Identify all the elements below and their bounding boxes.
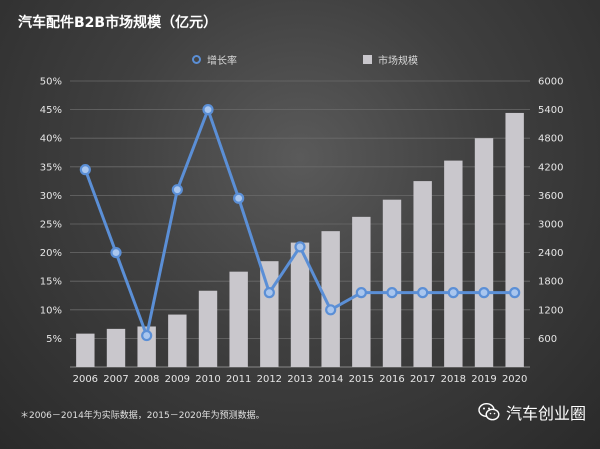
y-left-tick-label: 50%: [40, 77, 62, 88]
point-growth-rate: [233, 192, 245, 204]
x-tick-label: 2018: [441, 374, 466, 385]
watermark-text: 汽车创业圈: [505, 404, 586, 423]
bar-market-size: [168, 314, 187, 367]
y-right-tick-label: 600: [538, 334, 557, 345]
watermark: 汽车创业圈: [478, 400, 586, 424]
y-right-tick-label: 5400: [538, 105, 563, 116]
point-growth-rate: [325, 304, 337, 316]
y-left-tick-label: 5%: [46, 334, 62, 345]
chart-title: 汽车配件B2B市场规模（亿元）: [18, 15, 218, 31]
y-right-tick-label: 3000: [538, 220, 563, 231]
legend-label-market-size: 市场规模: [378, 56, 418, 67]
y-right-tick-label: 4800: [538, 134, 563, 145]
y-left-tick-label: 25%: [40, 220, 62, 231]
y-left-tick-label: 30%: [40, 191, 62, 202]
y-left-tick-label: 35%: [40, 162, 62, 173]
point-growth-rate: [386, 287, 398, 299]
footnote: ＊2006－2014年为实际数据，2015－2020年为预测数据。: [20, 411, 265, 421]
point-growth-rate: [141, 329, 153, 342]
x-tick-label: 2011: [226, 374, 251, 385]
y-left-tick-label: 45%: [40, 105, 62, 116]
x-tick-label: 2012: [257, 374, 282, 385]
bar-market-size: [444, 160, 463, 367]
legend-bar-marker-icon: [363, 55, 372, 64]
legend-line-marker-icon: [192, 55, 201, 64]
y-right-tick-label: 1800: [538, 277, 563, 288]
bar-market-size: [290, 242, 310, 367]
legend-label-growth-rate: 增长率: [207, 56, 237, 67]
bar-market-size: [382, 199, 402, 367]
point-growth-rate: [294, 241, 306, 253]
x-tick-label: 2015: [349, 374, 374, 385]
point-growth-rate: [509, 287, 521, 299]
y-left-tick-label: 15%: [40, 277, 62, 288]
x-tick-label: 2013: [287, 374, 312, 385]
y-left-tick-label: 20%: [40, 248, 62, 259]
point-growth-rate: [478, 287, 490, 299]
bar-market-size: [321, 231, 340, 367]
point-growth-rate: [355, 287, 367, 299]
bar-market-size: [505, 112, 524, 367]
y-left-tick-label: 40%: [40, 134, 62, 145]
bar-market-size: [106, 328, 126, 367]
y-right-tick-label: 1200: [538, 305, 563, 316]
bar-market-size: [76, 333, 95, 367]
bar-market-size: [198, 290, 218, 367]
x-tick-label: 2010: [195, 374, 220, 385]
point-growth-rate: [202, 103, 214, 116]
point-growth-rate: [447, 287, 459, 299]
x-tick-label: 2007: [103, 374, 128, 385]
chart-legend: 增长率 市场规模: [0, 52, 600, 70]
y-right-tick-label: 4200: [538, 162, 563, 173]
x-tick-label: 2009: [165, 374, 190, 385]
wechat-icon: [478, 402, 500, 421]
bar-market-size: [413, 181, 432, 367]
bar-market-size: [229, 271, 248, 367]
x-tick-label: 2019: [471, 374, 496, 385]
legend-item-market-size: 市场规模: [363, 52, 418, 67]
point-growth-rate: [417, 287, 429, 299]
y-right-tick-label: 3600: [538, 191, 563, 202]
x-tick-label: 2014: [318, 374, 343, 385]
y-right-tick-label: 6000: [538, 77, 563, 88]
x-tick-label: 2017: [410, 374, 435, 385]
point-growth-rate: [110, 247, 122, 259]
y-right-tick-label: 2400: [538, 248, 563, 259]
x-tick-label: 2006: [73, 374, 98, 385]
point-growth-rate: [79, 164, 91, 176]
y-left-tick-label: 10%: [40, 305, 62, 316]
point-growth-rate: [171, 184, 183, 196]
legend-item-growth-rate: 增长率: [192, 52, 237, 67]
x-tick-label: 2016: [379, 374, 404, 385]
x-tick-label: 2020: [502, 374, 527, 385]
x-tick-label: 2008: [134, 374, 159, 385]
bar-market-size: [474, 138, 494, 367]
point-growth-rate: [263, 287, 275, 299]
